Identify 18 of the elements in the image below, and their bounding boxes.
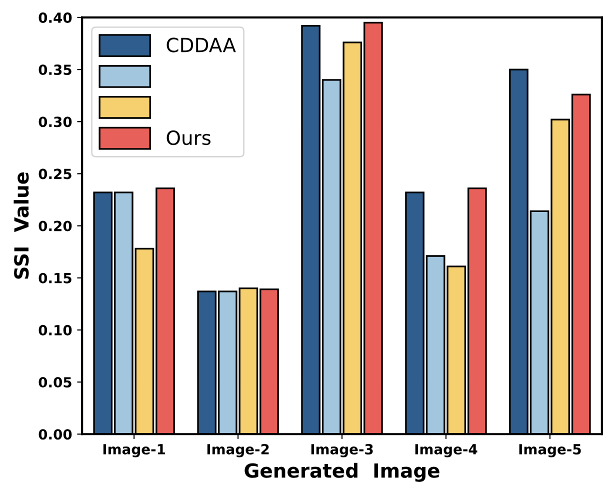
legend-label: Ours [166, 130, 210, 146]
y-axis-title: SSI Value [14, 172, 29, 279]
y-tick-label: 0.05 [38, 377, 72, 388]
y-tick-label: 0.10 [38, 324, 72, 336]
y-tick-label: 0.35 [38, 64, 72, 76]
y-tick-label: 0.30 [38, 116, 72, 128]
y-tick-label: 0.00 [38, 429, 72, 440]
y-tick-label: 0.25 [38, 168, 72, 180]
x-tick-label: Image-5 [519, 444, 581, 458]
x-axis-title: Generated Image [244, 462, 440, 482]
x-tick-label: Image-4 [415, 444, 478, 458]
y-tick-label: 0.15 [38, 272, 72, 284]
x-tick-label: Image-1 [103, 444, 166, 458]
x-tick-label: Image-2 [207, 444, 269, 458]
y-tick-label: 0.20 [38, 220, 72, 232]
y-tick-label: 0.40 [38, 12, 72, 23]
legend-label: CDDAA [166, 38, 236, 52]
x-tick-label: Image-3 [311, 444, 373, 458]
